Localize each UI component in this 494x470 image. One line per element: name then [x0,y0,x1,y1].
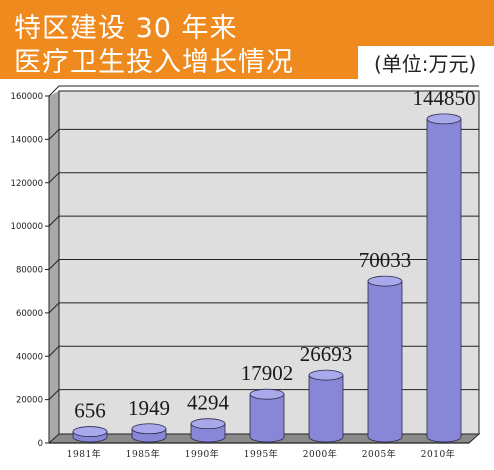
data-label: 26693 [300,342,353,366]
gridline [48,128,479,140]
y-tick-label: 100000 [11,222,43,232]
bar-chart: 0 20000 40000 60000 80000 100000 120000 140000 1… [11,85,481,460]
data-label: 4294 [187,391,230,415]
bar-top [426,113,462,125]
bar-top [190,418,226,430]
data-label: 656 [74,399,106,423]
chart-title-line-1: 特区建设 30 年来 [14,13,238,44]
bar [367,280,403,443]
bar-top [72,426,108,437]
data-label: 70033 [359,248,412,272]
y-tick-label: 120000 [11,179,43,189]
gridline [48,259,479,270]
gridline [48,85,479,97]
y-tick-label: 80000 [16,266,43,276]
x-tick-label: 1990年 [185,448,219,460]
gridline [48,302,479,314]
data-label: 1949 [128,396,170,420]
y-tick-label: 60000 [16,309,43,319]
x-tick-label: 1985年 [126,448,160,460]
x-tick-label: 1981年 [67,448,101,460]
x-tick-label: 2000年 [303,448,337,460]
unit-label-background [358,46,494,79]
gridline [48,172,479,184]
chart-title-line-2: 医疗卫生投入增长情况 [14,47,294,78]
y-tick-label: 20000 [16,396,43,406]
bar-top [367,275,403,287]
bar [249,393,285,443]
gridline [48,345,479,357]
x-tick-label: 2010年 [421,448,455,460]
plot-back-wall [58,90,480,435]
y-tick-label: 0 [38,439,43,449]
y-tick-label: 40000 [16,352,43,362]
x-tick-label: 1995年 [244,448,278,460]
bar [308,374,344,443]
data-label: 144850 [413,86,476,110]
bar [426,118,462,443]
unit-label: (单位:万元) [374,52,477,76]
x-tick-label: 2005年 [362,448,396,460]
gridline [48,215,479,227]
bar-top [131,423,167,435]
y-tick-label: 140000 [11,135,43,145]
bar-top [308,369,344,381]
y-tick-label: 160000 [11,92,43,102]
bar-top [249,388,285,400]
plot-side-wall [49,91,59,443]
data-label: 17902 [241,361,294,385]
